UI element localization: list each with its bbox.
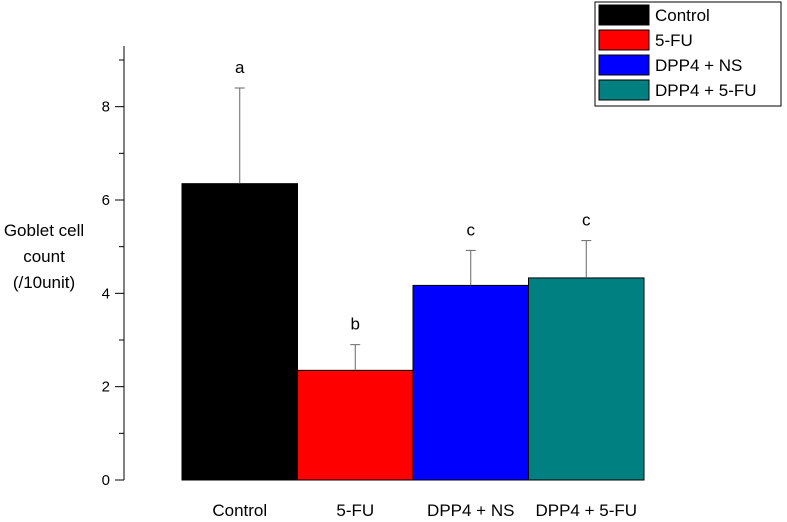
error-bars	[234, 87, 592, 371]
legend-label: DPP4 + 5-FU	[655, 81, 757, 100]
y-axis-label-line: Goblet cell	[4, 221, 84, 240]
bar	[412, 284, 529, 481]
significance-letter: a	[235, 58, 245, 77]
x-category-label: Control	[212, 501, 267, 520]
y-axis-label-line: count	[23, 247, 65, 266]
bar	[297, 369, 414, 481]
y-axis-label-line: (/10unit)	[13, 273, 75, 292]
significance-letter: c	[467, 220, 476, 239]
y-tick-label: 8	[102, 99, 110, 116]
x-category-label: 5-FU	[336, 501, 374, 520]
y-tick-label: 4	[102, 285, 110, 302]
legend-swatch	[598, 54, 650, 76]
bar	[528, 277, 645, 481]
x-category-label: DPP4 + NS	[427, 501, 514, 520]
y-axis-label: Goblet cell count (/10unit)	[4, 221, 84, 292]
legend: Control 5-FU DPP4 + NS DPP4 + 5-FU	[594, 1, 782, 107]
bars	[181, 183, 645, 481]
legend-label: DPP4 + NS	[655, 56, 742, 75]
legend-swatch	[598, 29, 650, 51]
y-tick-label: 0	[102, 472, 110, 489]
legend-swatch	[598, 4, 650, 26]
x-axis-category-labels: Control 5-FU DPP4 + NS DPP4 + 5-FU	[212, 501, 637, 520]
legend-swatch	[598, 79, 650, 101]
legend-label: 5-FU	[655, 31, 693, 50]
significance-letter: c	[582, 211, 591, 230]
legend-label: Control	[655, 6, 710, 25]
y-tick-label: 2	[102, 379, 110, 396]
x-category-label: DPP4 + 5-FU	[535, 501, 637, 520]
bar	[181, 183, 298, 481]
y-tick-label: 6	[102, 192, 110, 209]
significance-letter: b	[351, 315, 360, 334]
significance-letters: a b c c	[235, 58, 591, 334]
y-axis: 0 2 4 6 8	[102, 46, 125, 489]
